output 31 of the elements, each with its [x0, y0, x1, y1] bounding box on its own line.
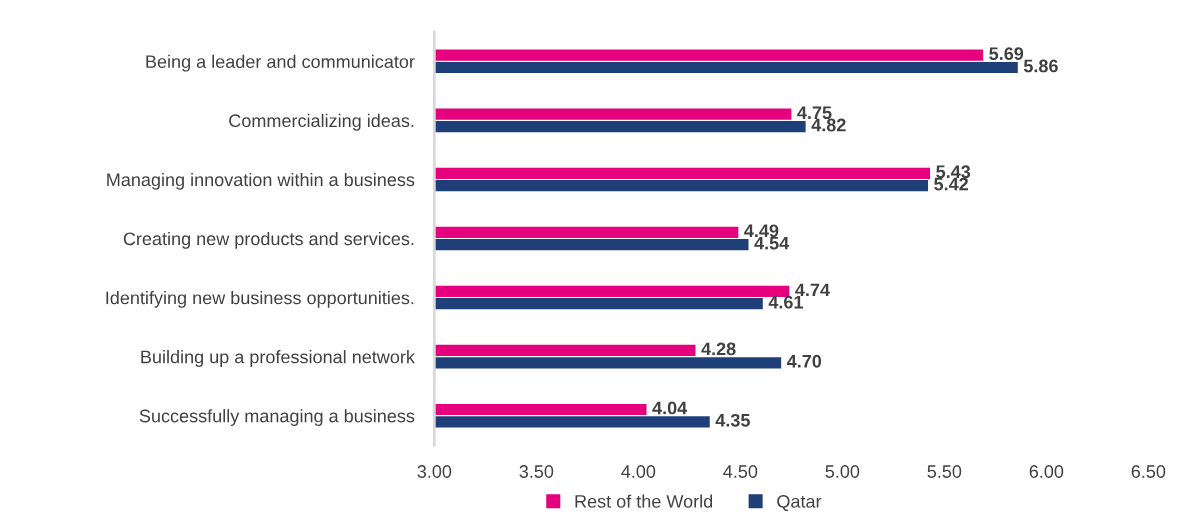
x-tick-label: 4.50	[723, 465, 758, 478]
legend-label: Rest of the World	[575, 494, 713, 508]
data-label: 5.42	[934, 177, 968, 191]
y-tick-label: Successfully managing a business	[139, 409, 415, 426]
y-tick-label: Commercializing ideas.	[229, 113, 414, 131]
data-label: 4.74	[795, 283, 830, 297]
data-label: 4.70	[786, 354, 822, 368]
data-label: 4.82	[811, 118, 846, 132]
data-label: 4.28	[701, 342, 736, 356]
x-tick-label: 4.00	[621, 465, 656, 478]
y-tick-label: Managing innovation within a business	[107, 172, 415, 190]
data-label: 4.35	[715, 413, 750, 427]
data-label: 4.04	[652, 401, 688, 415]
y-tick-label: Building up a professional network	[141, 350, 415, 367]
x-tick-label: 6.50	[1131, 465, 1166, 478]
data-label: 4.61	[768, 295, 803, 309]
data-label: 4.49	[744, 224, 779, 238]
x-tick-label: 3.00	[417, 465, 452, 478]
y-tick-label: Identifying new business opportunities.	[106, 291, 414, 308]
data-label: 5.43	[936, 165, 971, 179]
data-label: 4.54	[754, 236, 790, 250]
y-tick-label: Being a leader and communicator	[146, 54, 415, 72]
x-tick-label: 5.00	[825, 465, 860, 478]
x-tick-label: 5.50	[927, 465, 962, 478]
data-label: 4.75	[797, 106, 832, 120]
x-tick-label: 3.50	[519, 465, 554, 478]
data-label: 5.69	[989, 47, 1024, 60]
y-tick-label: Creating new products and services.	[123, 231, 414, 249]
legend-label: Qatar	[777, 495, 822, 512]
x-tick-label: 6.00	[1029, 465, 1064, 478]
data-label: 5.86	[1023, 59, 1058, 73]
